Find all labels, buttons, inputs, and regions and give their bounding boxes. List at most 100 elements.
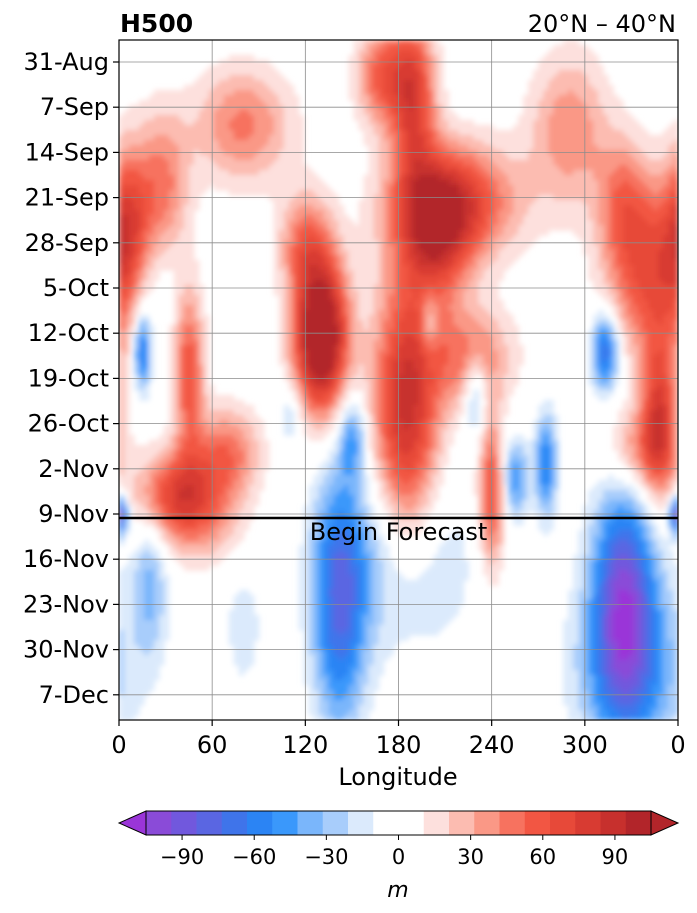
contour-cell xyxy=(408,210,415,216)
contour-cell xyxy=(283,165,290,171)
contour-cell xyxy=(119,300,125,306)
contour-cell xyxy=(173,205,180,211)
contour-cell xyxy=(603,145,609,151)
contour-cell xyxy=(663,230,669,236)
contour-cell xyxy=(398,100,405,106)
contour-cell xyxy=(578,210,584,216)
contour-cell xyxy=(283,220,290,226)
contour-cell xyxy=(408,280,415,286)
contour-cell xyxy=(388,350,395,356)
contour-cell xyxy=(163,230,170,236)
contour-cell xyxy=(363,220,370,226)
contour-cell xyxy=(318,220,325,226)
contour-cell xyxy=(443,260,450,266)
contour-cell xyxy=(538,100,544,106)
contour-cell xyxy=(458,185,464,191)
contour-cell xyxy=(453,280,459,286)
contour-cell xyxy=(498,340,504,346)
contour-cell xyxy=(408,60,415,66)
contour-cell xyxy=(128,130,135,136)
contour-cell xyxy=(358,290,365,296)
contour-cell xyxy=(543,230,549,236)
contour-cell xyxy=(398,40,405,46)
contour-cell xyxy=(438,65,445,71)
contour-cell xyxy=(368,135,375,141)
contour-cell xyxy=(398,150,405,156)
contour-cell xyxy=(198,85,205,91)
contour-cell xyxy=(143,175,150,181)
contour-cell xyxy=(183,95,190,101)
contour-cell xyxy=(418,75,425,81)
contour-cell xyxy=(533,140,539,146)
contour-cell xyxy=(403,280,410,286)
contour-cell xyxy=(253,160,260,166)
contour-cell xyxy=(468,130,474,136)
contour-cell xyxy=(303,230,310,236)
contour-cell xyxy=(488,210,494,216)
contour-cell xyxy=(643,245,649,251)
contour-cell xyxy=(498,260,504,266)
contour-cell xyxy=(233,85,240,91)
contour-cell xyxy=(463,315,469,321)
contour-cell xyxy=(628,235,634,241)
contour-cell xyxy=(373,275,380,281)
contour-cell xyxy=(123,355,130,361)
contour-cell xyxy=(588,270,594,276)
contour-cell xyxy=(573,215,579,221)
contour-cell xyxy=(538,95,544,101)
contour-cell xyxy=(638,175,644,181)
contour-cell xyxy=(188,255,195,261)
contour-cell xyxy=(443,335,450,341)
contour-cell xyxy=(278,135,285,141)
contour-cell xyxy=(588,75,594,81)
contour-cell xyxy=(183,120,190,126)
contour-cell xyxy=(468,335,474,341)
contour-cell xyxy=(298,140,305,146)
contour-cell xyxy=(353,355,360,361)
contour-cell xyxy=(218,140,225,146)
contour-cell xyxy=(583,85,589,91)
contour-cell xyxy=(123,325,130,331)
contour-cell xyxy=(543,80,549,86)
contour-cell xyxy=(603,105,609,111)
contour-cell xyxy=(483,280,489,286)
contour-cell xyxy=(203,350,210,356)
contour-cell xyxy=(578,200,584,206)
contour-cell xyxy=(198,185,205,191)
contour-cell xyxy=(423,260,430,266)
contour-cell xyxy=(293,135,300,141)
contour-cell xyxy=(318,185,325,191)
contour-cell xyxy=(133,120,140,126)
contour-cell xyxy=(358,340,365,346)
contour-cell xyxy=(448,235,454,241)
contour-cell xyxy=(353,245,360,251)
contour-cell xyxy=(378,90,385,96)
contour-cell xyxy=(448,250,454,256)
contour-cell xyxy=(408,140,415,146)
contour-cell xyxy=(388,150,395,156)
contour-cell xyxy=(308,330,315,336)
contour-cell xyxy=(628,130,634,136)
contour-cell xyxy=(548,90,554,96)
contour-cell xyxy=(528,105,534,111)
contour-cell xyxy=(478,135,484,141)
contour-cell xyxy=(483,355,489,361)
contour-cell xyxy=(238,175,245,181)
contour-cell xyxy=(288,270,295,276)
contour-cell xyxy=(288,200,295,206)
contour-cell xyxy=(278,270,285,276)
contour-cell xyxy=(388,300,395,306)
contour-cell xyxy=(638,280,644,286)
contour-cell xyxy=(148,275,155,281)
contour-cell xyxy=(173,315,180,321)
contour-cell xyxy=(338,300,345,306)
contour-cell xyxy=(453,320,459,326)
contour-cell xyxy=(568,95,574,101)
contour-cell xyxy=(193,320,200,326)
contour-cell xyxy=(268,180,275,186)
contour-cell xyxy=(528,140,534,146)
contour-cell xyxy=(578,220,584,226)
contour-cell xyxy=(613,295,619,301)
contour-cell xyxy=(443,250,450,256)
contour-cell xyxy=(638,145,644,151)
